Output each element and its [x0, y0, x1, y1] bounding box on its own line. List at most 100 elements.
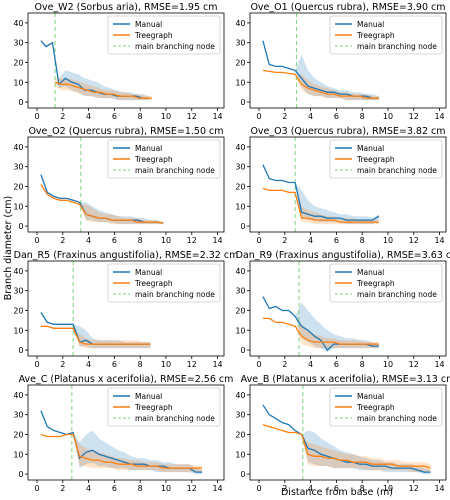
- x-tick-label: 10: [161, 360, 171, 369]
- x-tick-label: 6: [112, 484, 117, 493]
- plot-area: [40, 261, 151, 356]
- legend-entry: main branching node: [135, 42, 215, 51]
- y-tick-label: 10: [13, 78, 23, 87]
- legend-entry: Treegraph: [134, 155, 173, 164]
- y-tick-label: 30: [235, 411, 245, 420]
- x-tick-label: 12: [187, 236, 197, 245]
- y-tick-label: 0: [240, 222, 245, 231]
- y-tick-label: 0: [18, 222, 23, 231]
- series-line-treegraph: [262, 69, 379, 99]
- x-tick-label: 10: [383, 360, 393, 369]
- legend-box: [107, 263, 221, 303]
- series-line-treegraph: [262, 317, 379, 345]
- legend-entry: Treegraph: [356, 403, 395, 412]
- band-manual: [262, 296, 379, 352]
- x-tick-label: 12: [187, 112, 197, 121]
- y-tick-label: 40: [235, 267, 245, 276]
- x-tick-label: 0: [256, 360, 261, 369]
- y-tick-label: 10: [235, 450, 245, 459]
- legend-entry: Treegraph: [356, 31, 395, 40]
- axes-frame: [249, 136, 447, 233]
- subplot-1: Ove_W2 (Sorbus aria), RMSE=1.95 cm010203…: [13, 2, 225, 121]
- x-tick-label: 14: [434, 112, 444, 121]
- legend-box: [329, 263, 443, 303]
- x-tick-label: 2: [60, 112, 65, 121]
- y-tick-label: 20: [13, 430, 23, 439]
- y-tick-label: 30: [13, 39, 23, 48]
- x-tick-label: 4: [308, 484, 313, 493]
- legend-box: [329, 139, 443, 179]
- legend-entry: Treegraph: [134, 403, 173, 412]
- x-tick-label: 14: [434, 236, 444, 245]
- subplot-title: Ove_O3 (Quercus rubra), RMSE=3.82 cm: [250, 126, 445, 137]
- subplot-title: Ove_O2 (Quercus rubra), RMSE=1.50 cm: [28, 126, 223, 137]
- x-tick-label: 6: [334, 112, 339, 121]
- x-tick-label: 0: [34, 236, 39, 245]
- legend-entry: Treegraph: [356, 279, 395, 288]
- x-tick-label: 2: [282, 360, 287, 369]
- legend-entry: main branching node: [357, 414, 437, 423]
- subplot-title: Dan_R5 (Fraxinus angustifolia), RMSE=2.3…: [14, 250, 239, 261]
- plot-area: [40, 13, 152, 108]
- legend: Manual Treegraph main branching node: [107, 15, 221, 55]
- x-tick-label: 14: [212, 484, 222, 493]
- y-tick-label: 40: [13, 391, 23, 400]
- x-tick-label: 10: [161, 484, 171, 493]
- x-tick-label: 14: [434, 360, 444, 369]
- subplot-title: Ove_W2 (Sorbus aria), RMSE=1.95 cm: [34, 2, 217, 13]
- y-tick-label: 40: [235, 143, 245, 152]
- x-tick-label: 4: [308, 112, 313, 121]
- x-tick-label: 6: [334, 484, 339, 493]
- legend-entry: main branching node: [135, 166, 215, 175]
- y-tick-label: 0: [240, 98, 245, 107]
- y-tick-label: 30: [235, 163, 245, 172]
- x-tick-label: 8: [360, 112, 365, 121]
- x-tick-label: 0: [256, 112, 261, 121]
- x-tick-label: 4: [308, 360, 313, 369]
- legend: Manual Treegraph main branching node: [329, 139, 443, 179]
- x-tick-label: 0: [256, 236, 261, 245]
- x-tick-label: 0: [34, 112, 39, 121]
- x-tick-label: 6: [112, 236, 117, 245]
- axes-frame: [27, 136, 225, 233]
- band-manual: [262, 40, 379, 101]
- x-tick-label: 2: [282, 484, 287, 493]
- y-tick-label: 10: [13, 326, 23, 335]
- x-tick-label: 2: [60, 484, 65, 493]
- subplot-5: Dan_R5 (Fraxinus angustifolia), RMSE=2.3…: [13, 250, 238, 369]
- legend-entry: Manual: [357, 20, 384, 29]
- y-tick-label: 0: [240, 346, 245, 355]
- x-tick-label: 8: [138, 360, 143, 369]
- legend-entry: Treegraph: [134, 279, 173, 288]
- x-tick-label: 4: [86, 360, 91, 369]
- x-tick-label: 6: [112, 112, 117, 121]
- legend-entry: Manual: [135, 392, 162, 401]
- legend: Manual Treegraph main branching node: [329, 387, 443, 427]
- y-tick-label: 20: [235, 58, 245, 67]
- subplot-6: Dan_R9 (Fraxinus angustifolia), RMSE=3.6…: [235, 250, 450, 369]
- legend-entry: main branching node: [357, 42, 437, 51]
- band-manual: [40, 40, 150, 101]
- band-manual: [40, 174, 164, 225]
- y-tick-label: 40: [235, 391, 245, 400]
- plot-area: [262, 13, 379, 108]
- subplot-title: Ave_C (Platanus x acerifolia), RMSE=2.56…: [19, 374, 234, 385]
- figure-ylabel: Branch diameter (cm): [3, 196, 14, 301]
- y-tick-label: 30: [235, 287, 245, 296]
- band-manual: [262, 164, 379, 225]
- band-treegraph: [55, 78, 152, 101]
- legend-entry: Manual: [357, 392, 384, 401]
- y-tick-label: 30: [13, 411, 23, 420]
- x-tick-label: 6: [334, 360, 339, 369]
- x-tick-label: 14: [212, 112, 222, 121]
- x-tick-label: 0: [256, 484, 261, 493]
- legend: Manual Treegraph main branching node: [107, 139, 221, 179]
- legend-box: [107, 387, 221, 427]
- x-tick-label: 8: [360, 484, 365, 493]
- legend-entry: Manual: [135, 144, 162, 153]
- figure-xlabel: Distance from base (m): [281, 487, 393, 498]
- series-line-treegraph: [40, 433, 203, 469]
- y-tick-label: 30: [235, 39, 245, 48]
- x-tick-label: 14: [212, 236, 222, 245]
